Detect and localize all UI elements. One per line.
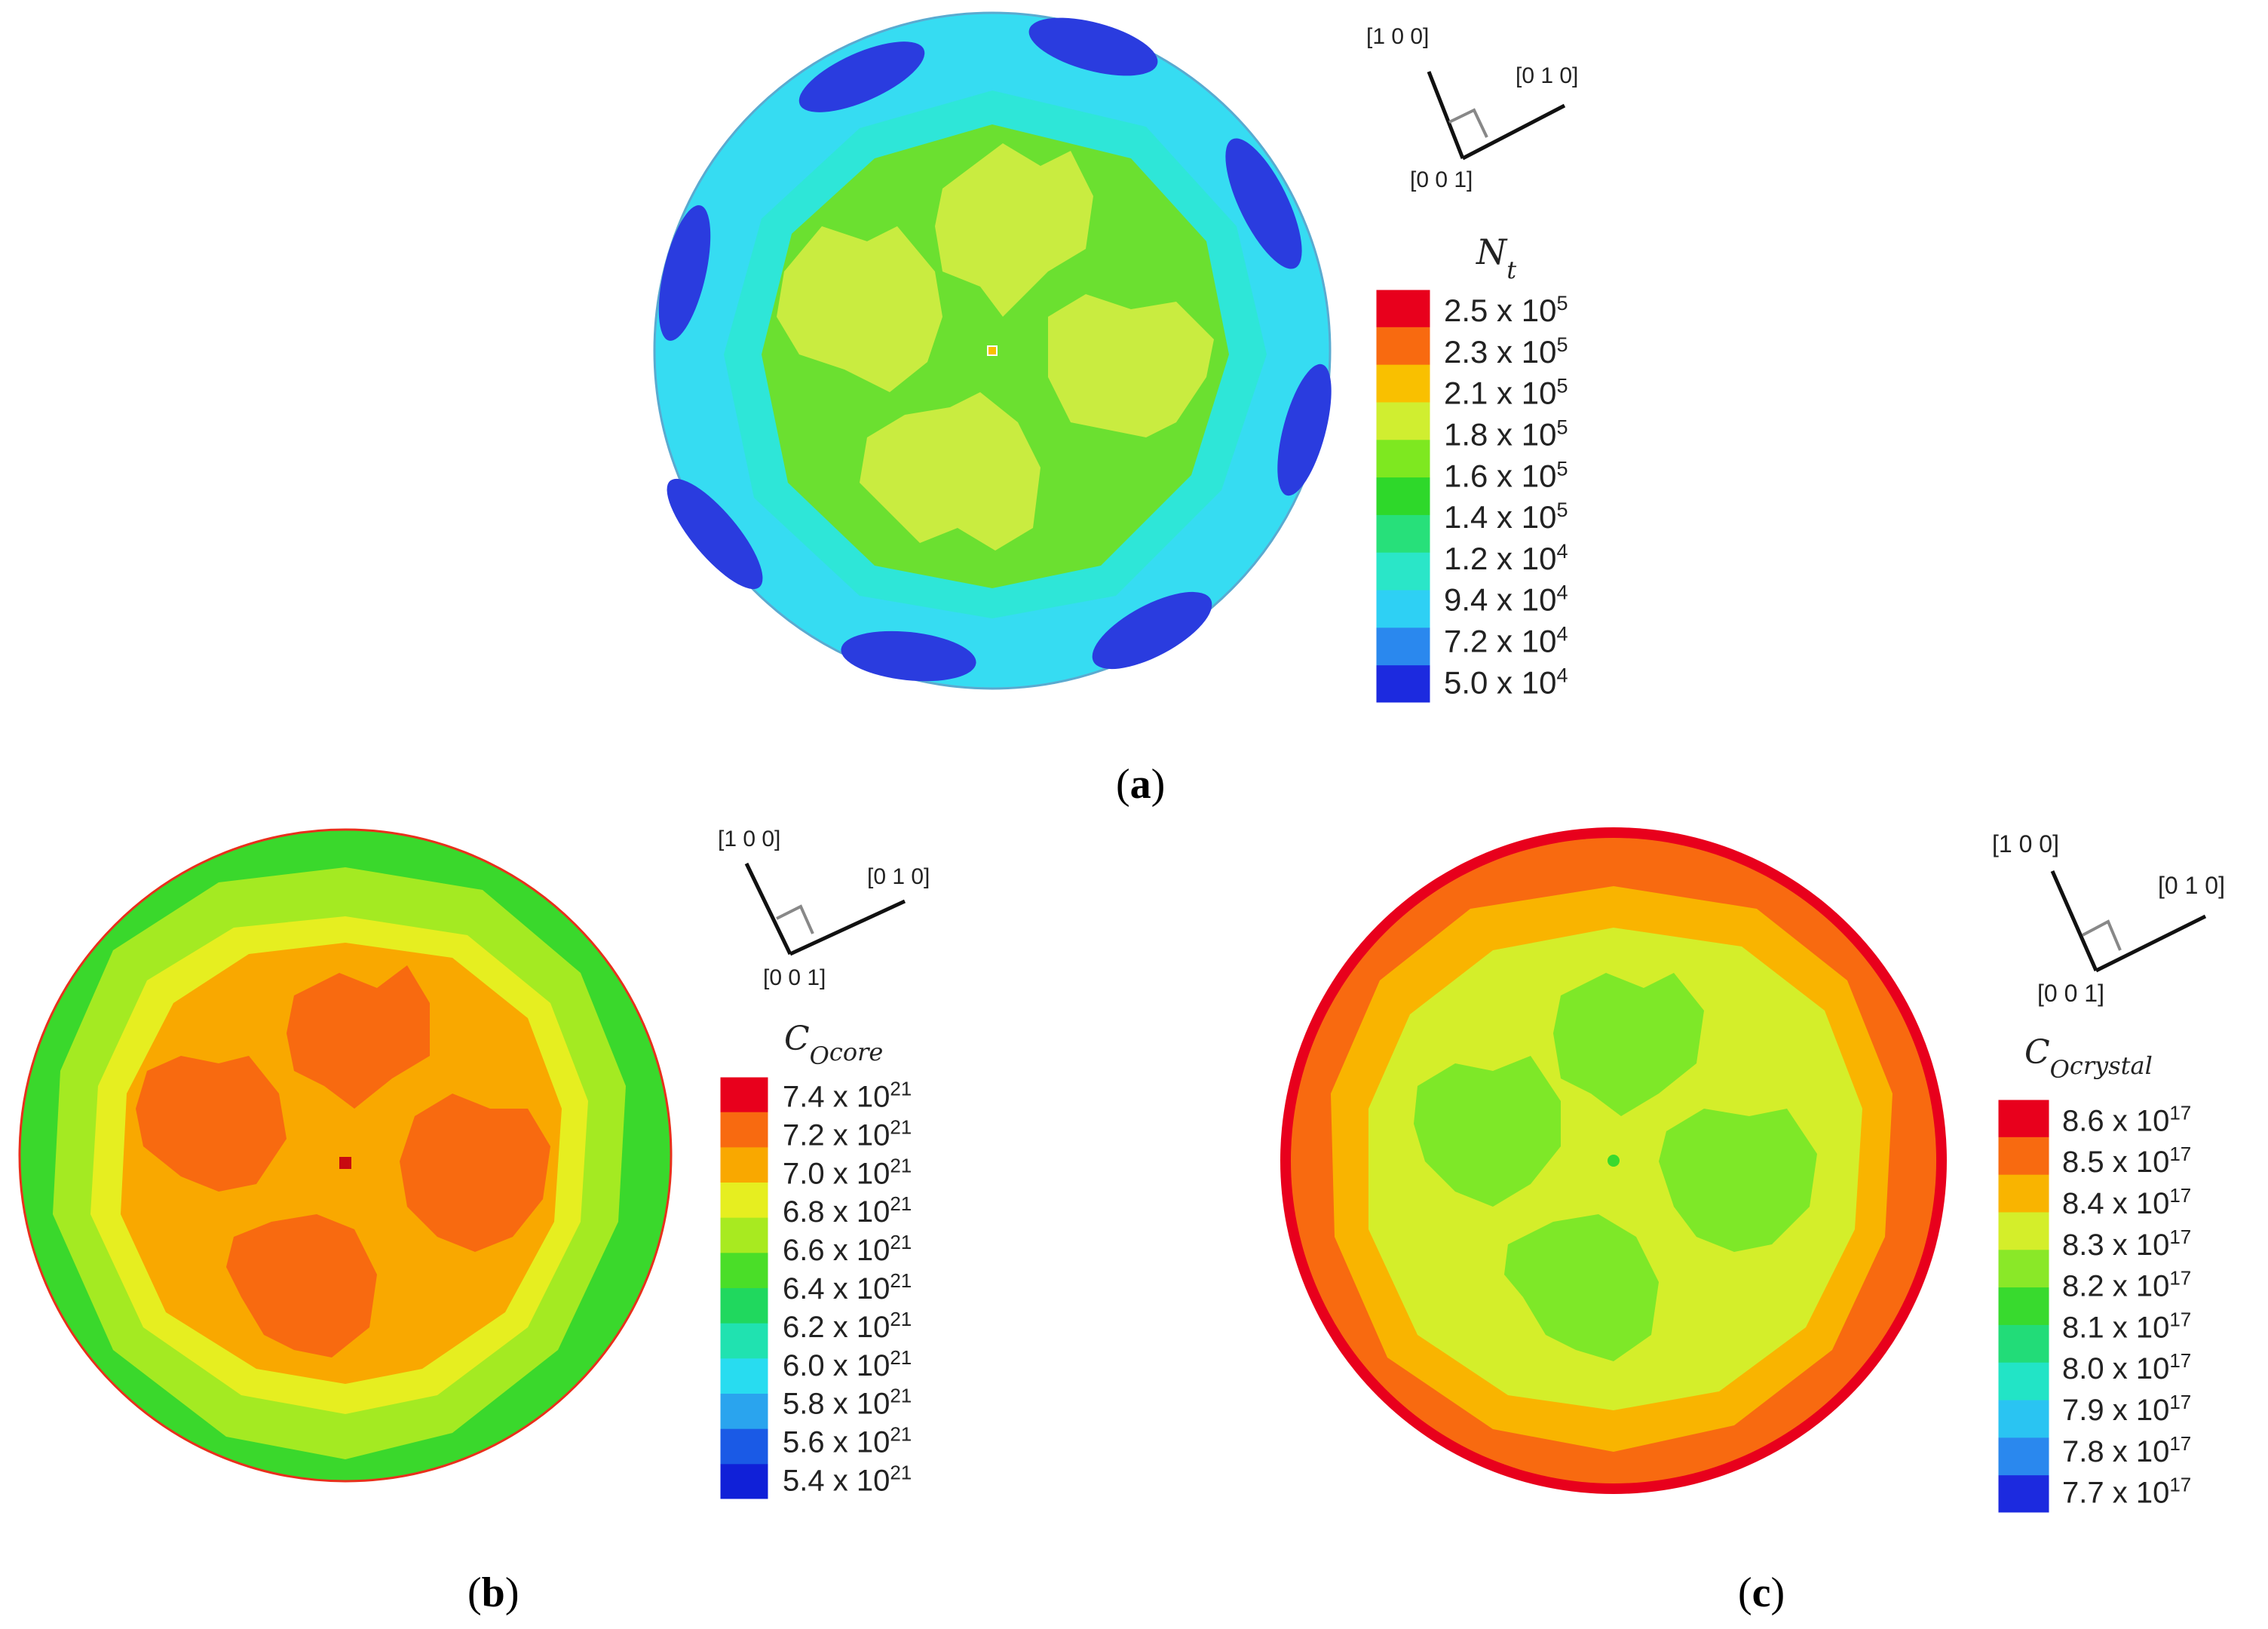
legend-c-labels: 8.6 x 1017 8.5 x 1017 8.4 x 1017 8.3 x 1017… [2062, 1101, 2191, 1509]
contour-disc-c [1280, 827, 1947, 1494]
legend-c-label: 8.6 x 1017 [2062, 1101, 2191, 1137]
legend-a-swatch [1376, 402, 1430, 440]
legend-a-label: 5.0 x 104 [1444, 664, 1568, 700]
legend-b-label: 6.8 x 1021 [783, 1192, 912, 1229]
orientation-label-b-010: [0 1 0] [867, 864, 930, 889]
legend-c-swatch [1998, 1362, 2049, 1401]
legend-b-swatch [720, 1183, 768, 1219]
caption-a: (a) [1116, 761, 1165, 808]
legend-a-label: 1.4 x 105 [1444, 499, 1568, 535]
legend-c-label: 8.5 x 1017 [2062, 1143, 2191, 1179]
legend-c-label: 8.2 x 1017 [2062, 1267, 2191, 1303]
legend-a: Nt 2.5 x 105 2.3 x 105 2.1 x 105 1.8 x 105 1… [1375, 232, 1568, 704]
legend-a-swatch [1376, 552, 1430, 591]
legend-c-swatch [1998, 1174, 2049, 1213]
legend-b-label: 5.6 x 1021 [783, 1423, 912, 1459]
panel-b: [1 0 0] [0 1 0] [0 0 1] COcore 7.4 x 102… [18, 827, 930, 1616]
legend-c-swatch [1998, 1100, 2049, 1138]
legend-b-swatch [720, 1112, 768, 1148]
legend-a-labels: 2.5 x 105 2.3 x 105 2.1 x 105 1.8 x 105 1.6 … [1444, 292, 1568, 700]
legend-c-swatch [1998, 1250, 2049, 1288]
legend-b-label: 6.0 x 1021 [783, 1346, 912, 1382]
legend-c-swatch [1998, 1324, 2049, 1364]
orientation-triad-b [744, 862, 906, 956]
legend-a-swatch [1376, 627, 1430, 666]
legend-b-swatch [720, 1358, 768, 1394]
legend-c-label: 7.8 x 1017 [2062, 1432, 2191, 1468]
legend-a-label: 1.6 x 105 [1444, 457, 1568, 493]
legend-a-swatch [1376, 665, 1430, 704]
legend-c-label: 7.7 x 1017 [2062, 1474, 2191, 1510]
legend-b-swatch [720, 1323, 768, 1359]
legend-title-c: COcrystal [2024, 1033, 2153, 1084]
legend-b-label: 7.2 x 1021 [783, 1115, 912, 1152]
legend-c-label: 7.9 x 1017 [2062, 1391, 2191, 1427]
legend-b-swatch [720, 1217, 768, 1253]
legend-c: COcrystal 8.6 x 1017 8.5 x 1017 8.4 x 1017… [1997, 1033, 2191, 1514]
legend-title-b: COcore [784, 1020, 883, 1070]
legend-a-label: 1.2 x 104 [1444, 540, 1568, 576]
legend-a-label: 1.8 x 105 [1444, 416, 1568, 452]
orientation-label-a-001: [0 0 1] [1410, 167, 1473, 192]
legend-c-label: 8.4 x 1017 [2062, 1184, 2191, 1220]
legend-a-swatch [1376, 440, 1430, 478]
caption-b: (b) [467, 1569, 519, 1616]
orientation-label-c-010: [0 1 0] [2158, 872, 2225, 899]
legend-a-swatch [1376, 290, 1430, 328]
panel-a: [1 0 0] [0 1 0] [0 0 1] Nt 2.5 x 105 2.3 … [653, 11, 1578, 808]
orientation-label-a-010: [0 1 0] [1516, 63, 1578, 88]
legend-c-label: 8.1 x 1017 [2062, 1308, 2191, 1344]
legend-b-swatch [720, 1253, 768, 1289]
legend-b-label: 5.4 x 1021 [783, 1462, 912, 1498]
panel-c: [1 0 0] [0 1 0] [0 0 1] COcrystal 8.6 x … [1280, 827, 2225, 1616]
legend-title-a: Nt [1476, 232, 1516, 284]
legend-b-swatches [719, 1076, 769, 1500]
legend-c-swatch [1998, 1287, 2049, 1326]
legend-b-label: 7.4 x 1021 [783, 1077, 912, 1113]
legend-c-swatch [1998, 1137, 2049, 1176]
legend-b-swatch [720, 1428, 768, 1465]
orientation-label-b-100: [1 0 0] [718, 827, 780, 851]
legend-b-swatch [720, 1077, 768, 1113]
orientation-label-c-001: [0 0 1] [2037, 980, 2104, 1007]
orientation-triad-c [2050, 870, 2207, 973]
legend-a-swatch [1376, 514, 1430, 554]
legend-a-swatch [1376, 364, 1430, 403]
legend-a-label: 9.4 x 104 [1444, 581, 1568, 618]
orientation-label-c-100: [1 0 0] [1992, 830, 2059, 857]
legend-b-swatch [720, 1394, 768, 1430]
orientation-label-b-001: [0 0 1] [763, 965, 826, 990]
contour-disc-b [18, 828, 673, 1483]
legend-b-swatch [720, 1147, 768, 1183]
caption-c: (c) [1738, 1569, 1785, 1616]
legend-a-swatch [1376, 477, 1430, 516]
legend-c-swatches [1997, 1099, 2050, 1514]
legend-a-label: 7.2 x 104 [1444, 623, 1568, 659]
legend-b-label: 6.2 x 1021 [783, 1308, 912, 1344]
legend-c-label: 8.0 x 1017 [2062, 1349, 2191, 1385]
legend-c-label: 8.3 x 1017 [2062, 1226, 2191, 1262]
legend-c-swatch [1998, 1437, 2049, 1476]
legend-b-label: 6.4 x 1021 [783, 1269, 912, 1305]
legend-b-label: 7.0 x 1021 [783, 1154, 912, 1190]
legend-b-swatch [720, 1288, 768, 1324]
legend-c-swatch [1998, 1212, 2049, 1250]
legend-a-label: 2.3 x 105 [1444, 333, 1568, 370]
legend-a-swatch [1376, 590, 1430, 628]
legend-b-swatch [720, 1464, 768, 1500]
legend-c-swatch [1998, 1475, 2049, 1514]
legend-a-swatch [1376, 327, 1430, 366]
legend-a-label: 2.5 x 105 [1444, 292, 1568, 328]
legend-b-label: 5.8 x 1021 [783, 1385, 912, 1421]
contour-disc-a [653, 11, 1332, 690]
legend-a-label: 2.1 x 105 [1444, 375, 1568, 411]
legend-b-label: 6.6 x 1021 [783, 1231, 912, 1267]
orientation-label-a-100: [1 0 0] [1366, 24, 1429, 49]
legend-c-swatch [1998, 1400, 2049, 1438]
legend-a-swatches [1375, 289, 1431, 704]
orientation-triad-a [1427, 71, 1566, 161]
